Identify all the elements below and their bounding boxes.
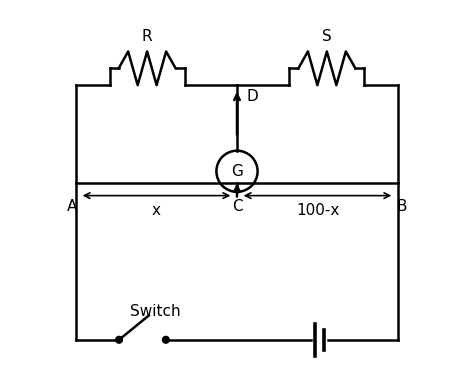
Text: R: R (142, 29, 153, 44)
Text: D: D (246, 89, 258, 104)
Text: x: x (152, 203, 161, 218)
Text: G: G (231, 164, 243, 179)
Text: A: A (67, 200, 77, 214)
Text: 100-x: 100-x (296, 203, 339, 218)
Text: Switch: Switch (130, 304, 181, 319)
Text: B: B (397, 200, 407, 214)
Text: C: C (232, 200, 242, 214)
Circle shape (116, 336, 122, 343)
Text: S: S (322, 29, 332, 44)
Circle shape (163, 336, 169, 343)
